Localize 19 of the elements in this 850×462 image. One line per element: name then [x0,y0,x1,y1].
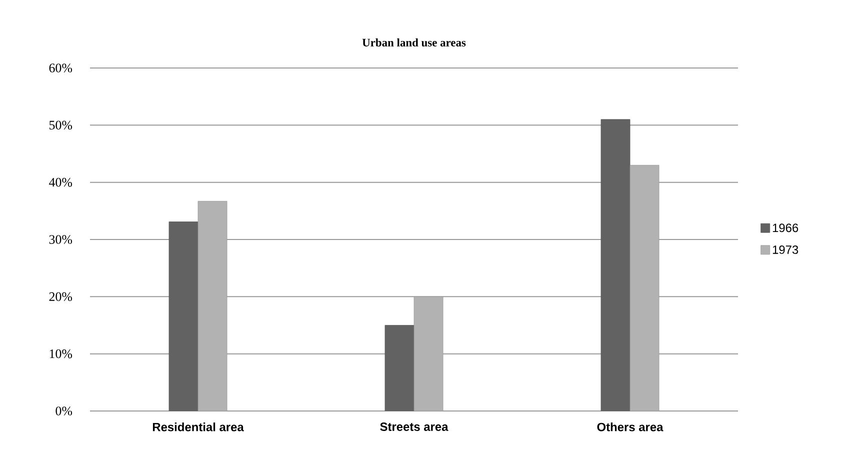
legend-label: 1973 [772,245,798,254]
bar [600,119,630,411]
bar [630,164,660,411]
y-tick-label: 40% [49,178,72,187]
bar [414,296,444,411]
y-tick-label: 20% [49,292,72,302]
chart-title: Urban land use areas [362,38,466,46]
x-tick-label: Others area [597,422,664,432]
y-tick-label: 60% [49,64,72,72]
legend-label: 1966 [772,224,798,232]
x-tick-label: Residential area [152,422,244,432]
bar [384,325,414,411]
bar [198,200,228,411]
y-tick-label: 10% [50,349,72,358]
y-tick-label: 50% [50,120,72,130]
bar [168,222,198,411]
y-tick-label: 30% [49,235,72,244]
x-tick-label: Streets area [380,422,448,431]
y-tick-label: 0% [56,406,72,416]
